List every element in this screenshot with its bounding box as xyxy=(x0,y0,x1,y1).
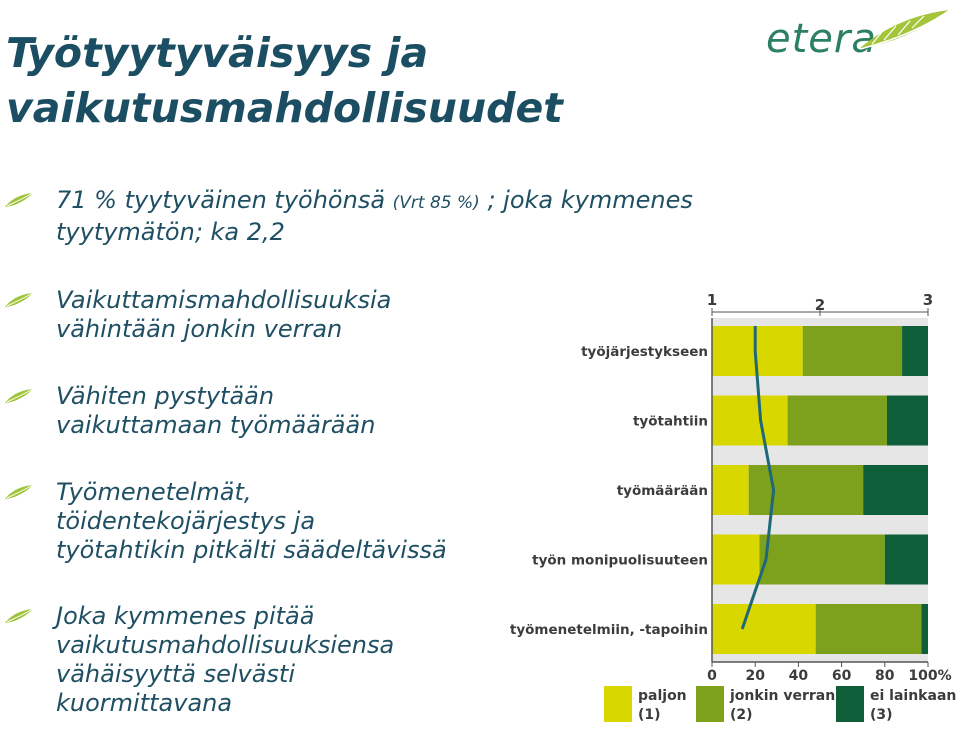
page-title: Työtyytyväisyys ja vaikutusmahdollisuude… xyxy=(6,26,706,136)
legend-swatch-2 xyxy=(696,686,724,722)
bullet-1-line-2: tyytymätön; ka 2,2 xyxy=(56,218,285,246)
bar-2-3 xyxy=(748,465,864,515)
category-label: työn monipuolisuuteen xyxy=(532,553,708,569)
x-tick-label: 80 xyxy=(875,668,895,684)
bullet-4-line-2: töidentekojärjestys ja xyxy=(56,507,316,535)
bar-3-3 xyxy=(863,465,928,515)
bar-3-4 xyxy=(884,534,928,585)
legend-label-1: paljon xyxy=(638,688,687,704)
scale-tick-label: 2 xyxy=(815,296,825,314)
x-tick-label: 20 xyxy=(745,668,765,684)
bullet-5-line-1: Joka kymmenes pitää xyxy=(56,602,315,630)
bullet-3-line-1: Vähiten pystytään xyxy=(56,382,275,410)
bullet-5-line-2: vaikutusmahdollisuuksiensa xyxy=(56,631,395,659)
bar-1-2 xyxy=(712,395,788,446)
mean-line xyxy=(740,326,776,630)
bullet-5-line-3: vähäisyyttä selvästi xyxy=(56,660,295,688)
bullet-2-line-2: vähintään jonkin verran xyxy=(56,315,343,343)
scale-tick-label: 3 xyxy=(923,291,933,309)
bullet-1-part-b: (Vrt 85 %) xyxy=(392,193,480,213)
etera-logo: etera xyxy=(764,4,954,64)
bullet-4-line-3: työtahtikin pitkälti säädeltävissä xyxy=(56,536,447,564)
legend-label-2: jonkin verran xyxy=(729,688,835,704)
bullet-1-part-a: 71 % tyytyväinen työhönsä xyxy=(56,186,393,214)
legend-code-1: (1) xyxy=(638,707,661,723)
scale-tick-label: 1 xyxy=(707,291,717,309)
x-tick-label: 40 xyxy=(789,668,809,684)
legend-swatch-3 xyxy=(836,686,864,722)
bullet-1-line-1: 71 % tyytyväinen työhönsä (Vrt 85 %) ; j… xyxy=(56,186,693,218)
leaf-bullet-icon xyxy=(5,608,34,623)
logo-leaf-icon xyxy=(860,9,951,49)
bar-2-4 xyxy=(759,534,885,585)
category-label: työmenetelmiin, -tapoihin xyxy=(510,622,708,638)
bullet-1-part-c: ; joka kymmenes xyxy=(479,186,693,214)
bullet-3-line-2: vaikuttamaan työmäärään xyxy=(56,411,376,439)
category-label: työtahtiin xyxy=(633,414,708,430)
leaf-bullet-icon xyxy=(5,192,34,207)
bullet-2-line-1: Vaikuttamismahdollisuuksia xyxy=(56,286,392,314)
x-tick-label: 100% xyxy=(908,668,951,684)
leaf-bullet-icon xyxy=(5,388,34,403)
bar-3-1 xyxy=(902,326,928,376)
legend-label-3: ei lainkaan xyxy=(870,688,956,704)
bar-3-2 xyxy=(886,395,928,446)
bar-2-1 xyxy=(802,326,903,376)
legend-swatch-1 xyxy=(604,686,632,722)
bullet-4-line-1: Työmenetelmät, xyxy=(56,478,252,506)
legend-code-2: (2) xyxy=(730,707,753,723)
title-line-1: Työtyytyväisyys ja xyxy=(6,29,429,77)
category-label: työmäärään xyxy=(617,483,708,499)
bar-2-5 xyxy=(815,604,922,654)
bar-1-3 xyxy=(712,465,749,515)
title-line-2: vaikutusmahdollisuudet xyxy=(6,84,563,132)
influence-stacked-bar-chart: työjärjestykseen työtahtiin työmäärään työn… xyxy=(510,291,956,723)
logo-text: etera xyxy=(766,16,877,62)
legend-code-3: (3) xyxy=(870,707,893,723)
leaf-bullet-icon xyxy=(5,292,34,307)
x-tick-label: 60 xyxy=(832,668,852,684)
bar-1-4 xyxy=(712,534,760,585)
x-tick-label: 0 xyxy=(707,668,717,684)
bar-1-5 xyxy=(712,604,816,654)
bar-3-5 xyxy=(921,604,928,654)
leaf-bullet-icon xyxy=(5,484,34,499)
bar-2-2 xyxy=(787,395,887,446)
bullet-5-line-4: kuormittavana xyxy=(56,689,233,717)
category-label: työjärjestykseen xyxy=(581,344,708,360)
